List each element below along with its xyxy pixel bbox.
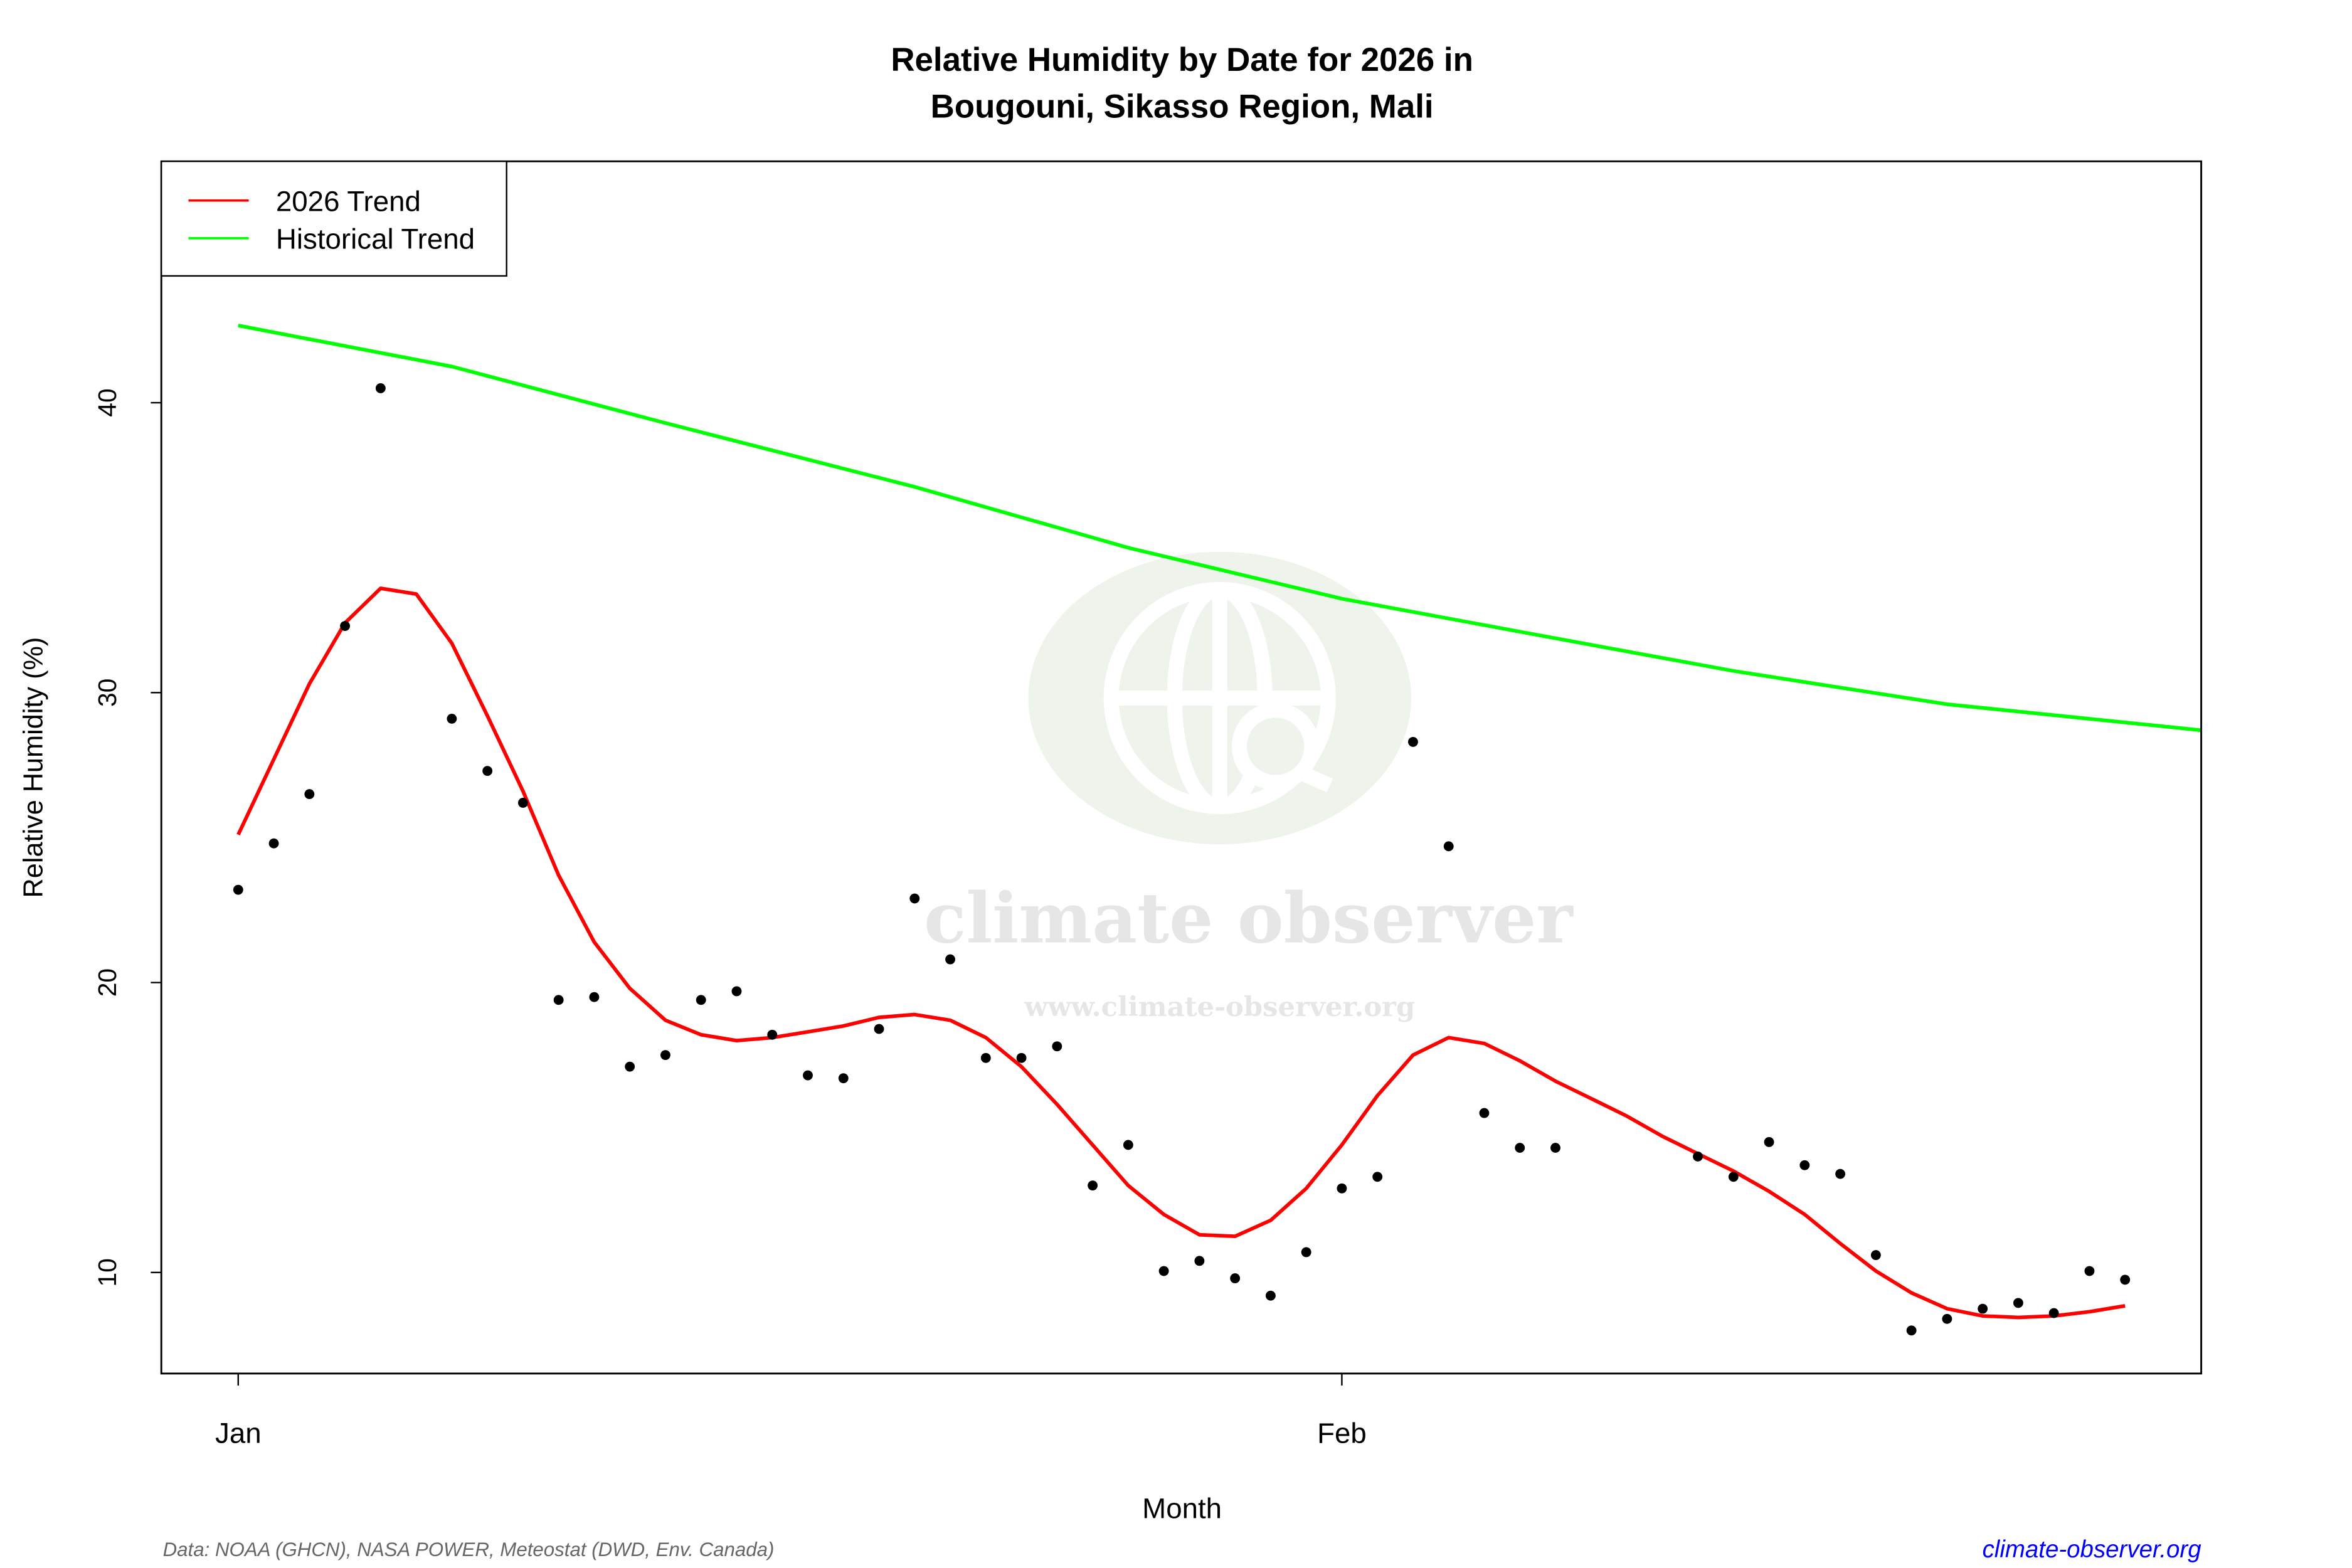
site-link[interactable]: climate-observer.org <box>1983 1536 2202 1563</box>
plot-area <box>233 324 2201 1336</box>
data-point <box>233 884 243 895</box>
data-point <box>1194 1256 1205 1266</box>
chart-subtitle: Bougouni, Sikasso Region, Mali <box>931 88 1434 125</box>
data-point <box>1978 1303 1988 1314</box>
x-tick-label: Feb <box>1317 1417 1367 1449</box>
data-point <box>1443 841 1454 852</box>
plot-frame <box>160 160 2203 1375</box>
data-point <box>1764 1136 1774 1147</box>
data-point <box>2120 1274 2131 1285</box>
data-point <box>1693 1152 1703 1162</box>
y-tick-label: 20 <box>93 968 122 997</box>
data-point <box>945 954 955 965</box>
data-point <box>517 798 528 808</box>
data-point <box>340 621 351 631</box>
data-point <box>731 986 742 997</box>
data-point <box>2048 1308 2059 1318</box>
data-point <box>1123 1140 1133 1150</box>
data-point <box>2084 1266 2095 1276</box>
data-point <box>1870 1250 1881 1261</box>
data-point <box>874 1024 884 1034</box>
data-point <box>1158 1266 1169 1276</box>
chart-title: Relative Humidity by Date for 2026 in <box>891 41 1473 78</box>
historical-trend-line <box>238 324 2201 733</box>
watermark: climate observer www.climate-observer.or… <box>924 551 1574 1023</box>
data-point <box>767 1029 778 1040</box>
legend: 2026 Trend Historical Trend <box>161 161 507 277</box>
data-point <box>553 995 564 1005</box>
y-axis-label: Relative Humidity (%) <box>18 637 48 898</box>
data-point <box>696 995 706 1005</box>
data-point <box>304 789 315 800</box>
data-point <box>1835 1168 1846 1179</box>
data-point <box>803 1070 813 1081</box>
data-point <box>1515 1143 1525 1153</box>
data-point <box>375 383 386 393</box>
x-tick-label: Jan <box>215 1417 262 1449</box>
y-tick-label: 10 <box>93 1258 122 1286</box>
data-point <box>1230 1273 1241 1284</box>
data-point <box>589 992 600 1002</box>
data-point <box>1906 1325 1917 1336</box>
data-point <box>1372 1172 1383 1182</box>
watermark-name: climate observer <box>924 877 1574 959</box>
data-point <box>660 1050 670 1061</box>
data-point <box>1052 1041 1062 1052</box>
data-point <box>1942 1313 1952 1324</box>
y-tick-label: 40 <box>93 388 122 416</box>
data-point <box>1550 1143 1560 1153</box>
data-point <box>625 1061 635 1072</box>
x-axis-label: Month <box>1142 1493 1222 1525</box>
data-source: Data: NOAA (GHCN), NASA POWER, Meteostat… <box>163 1539 775 1560</box>
data-point <box>980 1052 991 1063</box>
data-point <box>1408 736 1418 747</box>
data-point <box>447 713 457 724</box>
data-point <box>268 838 279 849</box>
data-point <box>838 1073 849 1084</box>
data-point <box>1337 1183 1347 1194</box>
data-point <box>1265 1290 1276 1301</box>
data-point <box>1088 1180 1098 1191</box>
data-point <box>1016 1052 1027 1063</box>
y-tick-label: 30 <box>93 679 122 707</box>
data-point <box>1479 1108 1490 1118</box>
data-point <box>2013 1298 2023 1308</box>
data-point <box>482 766 493 776</box>
watermark-url: www.climate-observer.org <box>1024 991 1415 1023</box>
trend-2026-line <box>236 586 2126 1320</box>
legend-label-2026: 2026 Trend <box>276 186 421 218</box>
axes: 10 20 30 40 Jan Feb <box>93 388 1367 1449</box>
legend-label-historical: Historical Trend <box>276 223 475 255</box>
data-point <box>1799 1160 1810 1170</box>
data-point <box>1301 1247 1311 1258</box>
data-point <box>909 893 920 904</box>
data-point <box>1728 1172 1739 1182</box>
